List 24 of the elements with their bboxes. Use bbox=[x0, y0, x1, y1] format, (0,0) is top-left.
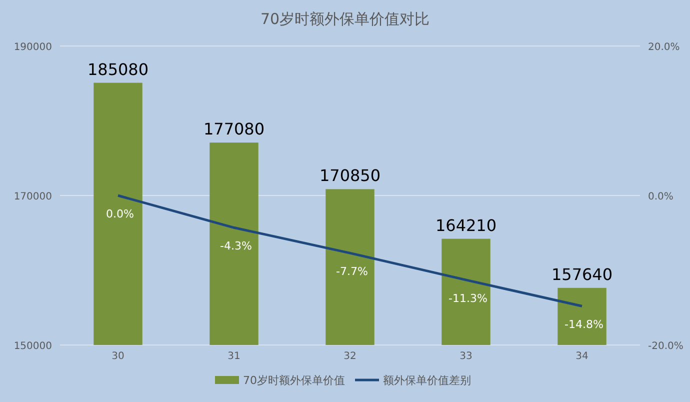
x-tick-label: 30 bbox=[112, 351, 124, 362]
data-label: 177080 bbox=[203, 120, 265, 139]
data-label: 185080 bbox=[87, 60, 149, 79]
y2-tick-label: 0.0% bbox=[648, 192, 674, 202]
y-tick-label: 150000 bbox=[14, 341, 52, 352]
data-label: -11.3% bbox=[448, 292, 488, 305]
x-tick-label: 34 bbox=[576, 351, 588, 362]
chart-title: 70岁时额外保单价值对比 bbox=[260, 10, 430, 28]
data-label: -7.7% bbox=[336, 265, 368, 278]
data-label: 157640 bbox=[551, 264, 613, 284]
y-tick-label: 170000 bbox=[14, 192, 52, 202]
data-label: 170850 bbox=[319, 166, 381, 186]
x-tick-label: 31 bbox=[228, 351, 240, 362]
y2-tick-label: 20.0% bbox=[648, 42, 680, 53]
x-tick-label: 33 bbox=[460, 351, 472, 362]
legend-label: 70岁时额外保单价值 bbox=[243, 374, 345, 387]
x-tick-label: 32 bbox=[344, 351, 356, 362]
data-label: -4.3% bbox=[220, 240, 252, 253]
y-tick-label: 190000 bbox=[14, 42, 52, 53]
data-label: 164210 bbox=[435, 216, 497, 235]
legend-label: 额外保单价值差别 bbox=[383, 374, 471, 387]
y2-tick-label: -20.0% bbox=[648, 341, 684, 352]
data-label: 0.0% bbox=[106, 208, 134, 220]
data-label: -14.8% bbox=[564, 318, 604, 332]
